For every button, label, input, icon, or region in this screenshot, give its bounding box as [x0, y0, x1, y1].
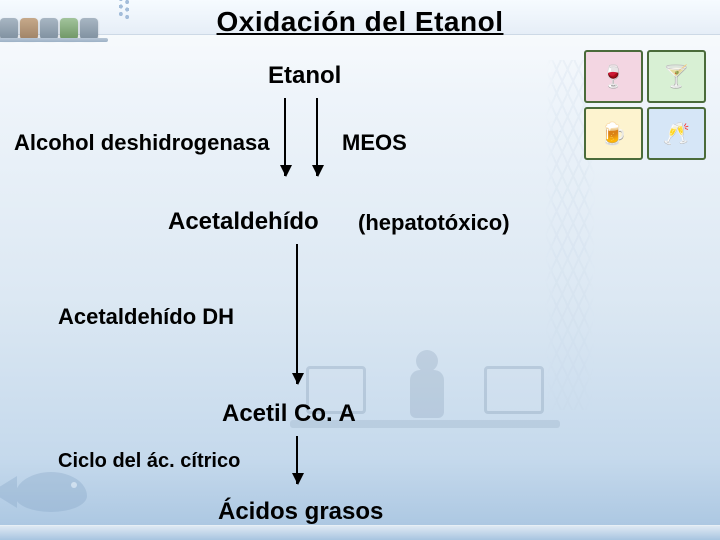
node-acetil-coa: Acetil Co. A [222, 400, 356, 428]
monitor-icon [484, 366, 544, 414]
node-acidos-grasos: Ácidos grasos [218, 498, 383, 526]
slide-title: Oxidación del Etanol [0, 6, 720, 38]
node-acetaldehido-dh: Acetaldehído DH [58, 304, 234, 330]
slide: Oxidación del Etanol Etanol Alcohol desh… [0, 0, 720, 540]
drinks-clipart-grid: 🍷 🍸 🍺 🥂 [584, 50, 706, 160]
node-acetaldehido: Acetaldehído [168, 208, 319, 236]
arrow-down-icon [284, 98, 286, 176]
node-meos: MEOS [342, 130, 407, 156]
node-etanol: Etanol [268, 62, 341, 90]
node-hepatotoxico: (hepatotóxico) [358, 210, 510, 236]
arrow-down-icon [296, 244, 298, 384]
bottom-bar [0, 525, 720, 540]
clip-champagne-icon: 🥂 [647, 107, 706, 160]
desk-icon [0, 38, 108, 42]
node-ciclo: Ciclo del ác. cítrico [58, 450, 240, 473]
arrow-down-icon [316, 98, 318, 176]
clip-wine-icon: 🍷 [584, 50, 643, 103]
clip-cocktail-icon: 🍸 [647, 50, 706, 103]
clip-beer-icon: 🍺 [584, 107, 643, 160]
node-adh: Alcohol deshidrogenasa [14, 130, 270, 156]
arrow-down-icon [296, 436, 298, 484]
person-icon [400, 350, 450, 430]
